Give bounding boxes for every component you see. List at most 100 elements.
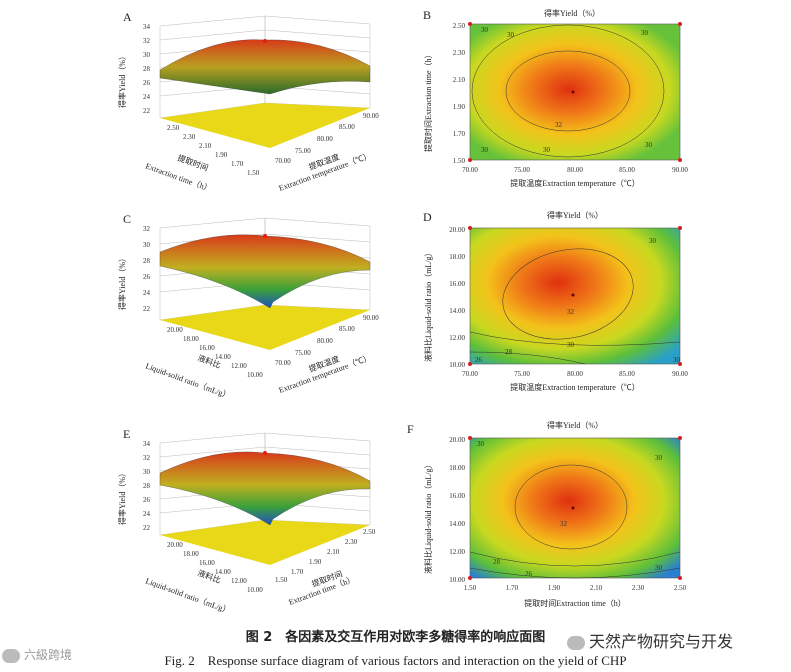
svg-text:1.50: 1.50 <box>275 576 288 584</box>
svg-text:26: 26 <box>143 496 151 504</box>
surface-plot-e: 34 32 30 28 26 24 22 得率Yield（%） 20.00 18… <box>117 432 376 616</box>
panel-f-contour: F 得率Yield（%） 30 30 32 28 30 26 20.00 18.… <box>405 412 791 618</box>
svg-text:30: 30 <box>641 29 649 37</box>
svg-text:28: 28 <box>143 65 151 73</box>
contour-labels: 30 32 28 30 26 30 <box>475 237 681 364</box>
svg-text:75.00: 75.00 <box>295 147 311 155</box>
svg-text:28: 28 <box>505 348 513 356</box>
svg-text:1.90: 1.90 <box>548 584 561 592</box>
svg-text:24: 24 <box>143 510 151 518</box>
x-axis-title: 提取时间Extraction time（h） <box>524 598 626 608</box>
svg-text:22: 22 <box>143 107 151 115</box>
svg-text:1.70: 1.70 <box>506 584 519 592</box>
x-ticks: 70.00 75.00 80.00 85.00 90.00 <box>462 370 688 378</box>
svg-text:14.00: 14.00 <box>215 568 231 576</box>
design-points <box>468 22 682 162</box>
svg-text:70.00: 70.00 <box>462 166 478 174</box>
svg-text:20.00: 20.00 <box>167 326 183 334</box>
svg-text:32: 32 <box>143 454 151 462</box>
svg-text:32: 32 <box>555 121 563 129</box>
svg-text:2.50: 2.50 <box>453 22 466 30</box>
svg-text:26: 26 <box>525 570 533 578</box>
svg-text:80.00: 80.00 <box>317 135 333 143</box>
contour-line <box>469 551 681 567</box>
contour-line <box>469 331 681 346</box>
svg-text:22: 22 <box>143 524 151 532</box>
svg-text:10.00: 10.00 <box>449 361 465 369</box>
svg-text:1.50: 1.50 <box>247 169 260 177</box>
svg-text:1.90: 1.90 <box>215 151 228 159</box>
svg-text:14.00: 14.00 <box>449 307 465 315</box>
panel-label: D <box>423 210 432 224</box>
panel-label: C <box>123 212 132 226</box>
svg-text:28: 28 <box>493 558 501 566</box>
svg-text:30: 30 <box>477 440 485 448</box>
svg-text:1.90: 1.90 <box>309 558 322 566</box>
svg-text:1.50: 1.50 <box>464 584 477 592</box>
plot-area <box>469 227 681 365</box>
svg-text:80.00: 80.00 <box>567 166 583 174</box>
response-surface <box>159 234 371 309</box>
left-axis-title-cn: 提取时间 <box>176 152 209 172</box>
svg-text:30: 30 <box>507 31 515 39</box>
panel-c-surface: C 32 30 28 26 24 22 得率Yield（%） 20.00 18.… <box>105 210 405 401</box>
svg-text:85.00: 85.00 <box>619 370 635 378</box>
svg-text:20.00: 20.00 <box>449 226 465 234</box>
svg-text:20.00: 20.00 <box>167 541 183 549</box>
svg-text:70.00: 70.00 <box>275 359 291 367</box>
y-ticks: 20.00 18.00 16.00 14.00 12.00 10.00 <box>449 436 465 584</box>
contour-line <box>471 24 665 158</box>
contour-labels: 30 30 32 28 30 26 <box>477 440 663 578</box>
chart-title: 得率Yield（%） <box>547 420 603 430</box>
watermark-logo-icon <box>2 648 20 663</box>
svg-text:70.00: 70.00 <box>462 370 478 378</box>
surface-plot-c: 32 30 28 26 24 22 得率Yield（%） 20.00 18.00… <box>117 217 379 401</box>
svg-text:12.00: 12.00 <box>231 362 247 370</box>
svg-text:32: 32 <box>143 225 151 233</box>
svg-text:2.10: 2.10 <box>199 142 212 150</box>
svg-text:34: 34 <box>143 23 151 31</box>
watermark-right: 天然产物研究与开发 <box>567 628 733 652</box>
y-axis-title: 液料比Liquid-solid ratio（mL/g） <box>423 460 433 574</box>
panel-label: F <box>407 422 414 436</box>
left-ticks: 20.00 18.00 16.00 14.00 12.00 10.00 <box>167 541 263 594</box>
x-ticks: 70.00 75.00 80.00 85.00 90.00 <box>462 166 688 174</box>
svg-text:85.00: 85.00 <box>339 325 355 333</box>
panel-e-surface: E 34 32 30 28 26 24 22 得率Yield（%） 20.00 <box>105 425 405 616</box>
contour-line <box>469 567 681 579</box>
response-surface <box>159 451 371 526</box>
svg-text:30: 30 <box>143 241 151 249</box>
svg-text:2.50: 2.50 <box>674 584 687 592</box>
design-point <box>263 234 267 238</box>
z-ticks: 34 32 30 28 26 24 22 <box>143 23 151 115</box>
svg-text:30: 30 <box>645 141 653 149</box>
right-ticks: 1.50 1.70 1.90 2.10 2.30 2.50 <box>275 528 376 584</box>
design-points <box>468 436 682 580</box>
chart-title: 得率Yield（%） <box>544 8 600 18</box>
svg-text:30: 30 <box>143 468 151 476</box>
svg-text:16.00: 16.00 <box>449 280 465 288</box>
panel-d-contour: D 得率Yield（%） 30 32 28 30 26 30 20.00 18.… <box>405 202 791 398</box>
svg-text:26: 26 <box>475 356 483 364</box>
panel-a-surface: A 34 32 30 28 26 24 22 得率Yield（%） <box>105 8 405 198</box>
design-point <box>263 451 267 455</box>
svg-text:18.00: 18.00 <box>183 335 199 343</box>
svg-text:24: 24 <box>143 93 151 101</box>
svg-text:30: 30 <box>481 146 489 154</box>
svg-text:30: 30 <box>567 341 575 349</box>
svg-text:30: 30 <box>543 146 551 154</box>
panel-b-contour: B 得率Yield（%） 30 30 30 30 32 30 30 2.50 2… <box>405 2 791 198</box>
wechat-icon <box>567 635 585 650</box>
svg-text:10.00: 10.00 <box>449 576 465 584</box>
watermark-left-text: 六級跨境 <box>24 648 73 662</box>
svg-text:32: 32 <box>560 520 568 528</box>
floor-projection <box>160 103 370 148</box>
y-ticks: 20.00 18.00 16.00 14.00 12.00 10.00 <box>449 226 465 369</box>
optimum-point <box>571 293 575 297</box>
svg-text:22: 22 <box>143 305 151 313</box>
response-surface <box>159 39 371 95</box>
svg-text:1.70: 1.70 <box>231 160 244 168</box>
z-ticks: 32 30 28 26 24 22 <box>143 225 151 313</box>
svg-text:2.30: 2.30 <box>345 538 358 546</box>
svg-text:30: 30 <box>655 564 663 572</box>
